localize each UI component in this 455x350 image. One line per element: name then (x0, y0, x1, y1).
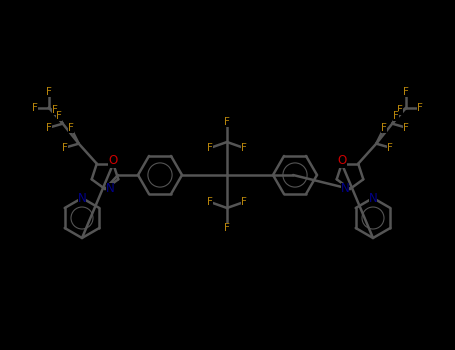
Text: F: F (393, 111, 399, 121)
Text: F: F (417, 103, 423, 113)
Text: F: F (56, 111, 62, 121)
Text: F: F (207, 143, 213, 153)
Text: F: F (46, 87, 52, 97)
Text: N: N (369, 191, 377, 204)
Text: O: O (337, 154, 347, 168)
Text: F: F (403, 87, 409, 97)
Text: F: F (224, 117, 230, 127)
Text: F: F (68, 122, 74, 133)
Text: F: F (241, 197, 247, 207)
Text: F: F (224, 223, 230, 233)
Text: F: F (207, 197, 213, 207)
Text: N: N (106, 182, 114, 196)
Text: F: F (403, 122, 409, 133)
Text: F: F (32, 103, 38, 113)
Text: F: F (62, 143, 68, 153)
Text: F: F (397, 105, 403, 115)
Text: O: O (108, 154, 118, 168)
Text: F: F (381, 122, 387, 133)
Text: F: F (46, 122, 52, 133)
Text: F: F (52, 105, 58, 115)
Text: N: N (341, 182, 349, 196)
Text: N: N (78, 191, 86, 204)
Text: F: F (241, 143, 247, 153)
Text: F: F (387, 143, 393, 153)
